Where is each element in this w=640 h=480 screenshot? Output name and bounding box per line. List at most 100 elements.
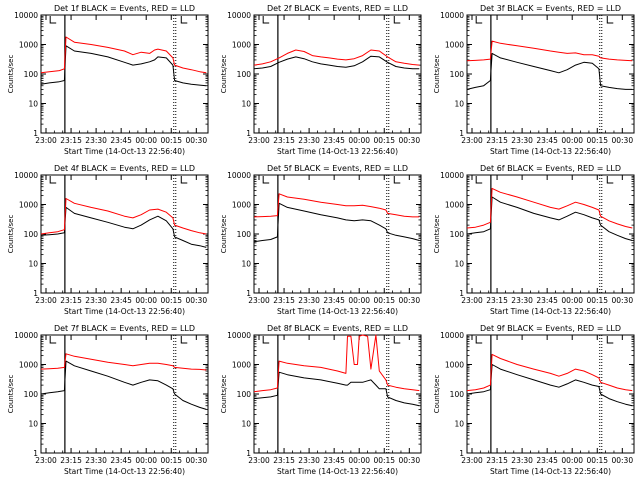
x-tick-label: 23:30 [511, 456, 533, 465]
series-red-line [253, 193, 420, 218]
top-bracket-mark-2 [180, 16, 188, 24]
top-bracket-mark [262, 336, 270, 344]
y-tick-label: 10000 [14, 331, 38, 340]
x-tick-label: 23:00 [248, 456, 270, 465]
x-axis-label: Start Time (14-Oct-13 22:56:40) [490, 307, 611, 316]
y-tick-label: 10000 [14, 171, 38, 180]
y-tick-label: 10000 [227, 171, 251, 180]
top-bracket-mark-2 [180, 336, 188, 344]
x-tick-label: 00:30 [185, 456, 207, 465]
x-axis-label: Start Time (14-Oct-13 22:56:40) [490, 147, 611, 156]
x-tick-label: 23:45 [323, 136, 345, 145]
y-tick-label: 1000 [445, 41, 464, 50]
y-tick-label: 100 [450, 230, 465, 239]
x-tick-label: 23:30 [298, 296, 320, 305]
x-axis-label: Start Time (14-Oct-13 22:56:40) [64, 147, 185, 156]
y-tick-label: 1 [459, 129, 464, 138]
y-tick-label: 100 [237, 70, 252, 79]
x-tick-label: 00:00 [348, 296, 370, 305]
y-axis-label: Counts/sec [433, 375, 441, 414]
x-tick-label: 23:00 [35, 136, 57, 145]
series-black-line [466, 52, 633, 90]
x-tick-label: 00:30 [611, 136, 633, 145]
x-tick-label: 00:15 [373, 296, 395, 305]
y-tick-label: 10 [28, 420, 38, 429]
top-bracket-mark-2 [393, 176, 401, 184]
x-tick-label: 23:15 [60, 456, 82, 465]
x-tick-label: 23:45 [110, 456, 132, 465]
x-tick-label: 00:15 [586, 456, 608, 465]
y-tick-label: 10000 [440, 331, 464, 340]
y-axis-label: Counts/sec [7, 375, 15, 414]
y-tick-label: 1 [459, 449, 464, 458]
x-tick-label: 00:00 [135, 456, 157, 465]
x-tick-label: 23:00 [461, 296, 483, 305]
series-black-line [466, 196, 633, 241]
x-tick-label: 23:15 [486, 456, 508, 465]
x-tick-label: 00:15 [160, 136, 182, 145]
x-tick-label: 00:30 [398, 136, 420, 145]
x-tick-label: 23:15 [273, 136, 295, 145]
panel-title: Det 7f BLACK = Events, RED = LLD [54, 324, 195, 333]
plot-frame [466, 14, 635, 134]
x-tick-label: 23:45 [110, 296, 132, 305]
y-tick-label: 100 [450, 70, 465, 79]
panel-title: Det 4f BLACK = Events, RED = LLD [54, 164, 195, 173]
x-tick-label: 23:00 [461, 456, 483, 465]
y-tick-label: 10000 [14, 11, 38, 20]
x-tick-label: 23:30 [298, 136, 320, 145]
x-tick-label: 23:30 [511, 296, 533, 305]
detector-panel-2: Det 2f BLACK = Events, RED = LLD Counts/s… [220, 4, 422, 156]
detector-panel-1: Det 1f BLACK = Events, RED = LLD Counts/s… [7, 4, 209, 156]
x-tick-label: 00:30 [185, 136, 207, 145]
x-tick-label: 00:00 [348, 456, 370, 465]
top-bracket-mark-2 [180, 176, 188, 184]
y-tick-label: 1 [246, 289, 251, 298]
y-tick-label: 100 [24, 70, 39, 79]
series-red-line [253, 334, 420, 393]
series-red-line [466, 187, 633, 229]
y-tick-label: 10000 [227, 11, 251, 20]
x-tick-label: 23:30 [85, 296, 107, 305]
x-tick-label: 23:00 [248, 296, 270, 305]
y-tick-label: 100 [237, 230, 252, 239]
x-tick-label: 23:45 [323, 456, 345, 465]
detector-panel-7: Det 7f BLACK = Events, RED = LLD Counts/s… [7, 324, 209, 476]
y-tick-label: 10 [241, 420, 251, 429]
y-axis-label: Counts/sec [7, 215, 15, 254]
y-tick-label: 100 [450, 390, 465, 399]
y-tick-label: 10 [454, 100, 464, 109]
x-tick-label: 23:45 [536, 296, 558, 305]
y-tick-label: 10 [454, 420, 464, 429]
top-bracket-mark [262, 16, 270, 24]
y-tick-label: 1 [246, 129, 251, 138]
x-tick-label: 00:30 [398, 456, 420, 465]
x-tick-label: 00:30 [611, 456, 633, 465]
x-tick-label: 00:30 [611, 296, 633, 305]
x-axis-label: Start Time (14-Oct-13 22:56:40) [64, 467, 185, 476]
series-black-line [40, 360, 207, 410]
panel-title: Det 5f BLACK = Events, RED = LLD [267, 164, 408, 173]
detector-panel-5: Det 5f BLACK = Events, RED = LLD Counts/s… [220, 164, 422, 316]
x-tick-label: 00:15 [373, 136, 395, 145]
x-tick-label: 00:00 [135, 136, 157, 145]
y-axis-label: Counts/sec [220, 55, 228, 94]
series-red-line [466, 353, 633, 392]
x-tick-label: 23:45 [323, 296, 345, 305]
series-red-line [40, 353, 207, 371]
x-tick-label: 23:15 [60, 296, 82, 305]
plot-frame [253, 14, 422, 134]
y-tick-label: 1000 [232, 41, 251, 50]
x-tick-label: 00:00 [561, 456, 583, 465]
detector-panel-8: Det 8f BLACK = Events, RED = LLD Counts/s… [220, 324, 422, 476]
x-tick-label: 00:30 [398, 296, 420, 305]
panel-title: Det 3f BLACK = Events, RED = LLD [480, 4, 621, 13]
x-tick-label: 23:45 [536, 136, 558, 145]
x-axis-label: Start Time (14-Oct-13 22:56:40) [64, 307, 185, 316]
x-axis-label: Start Time (14-Oct-13 22:56:40) [277, 307, 398, 316]
y-tick-label: 1000 [445, 201, 464, 210]
detector-panel-6: Det 6f BLACK = Events, RED = LLD Counts/s… [433, 164, 635, 316]
y-tick-label: 1000 [232, 201, 251, 210]
y-tick-label: 10 [241, 260, 251, 269]
panel-title: Det 6f BLACK = Events, RED = LLD [480, 164, 621, 173]
